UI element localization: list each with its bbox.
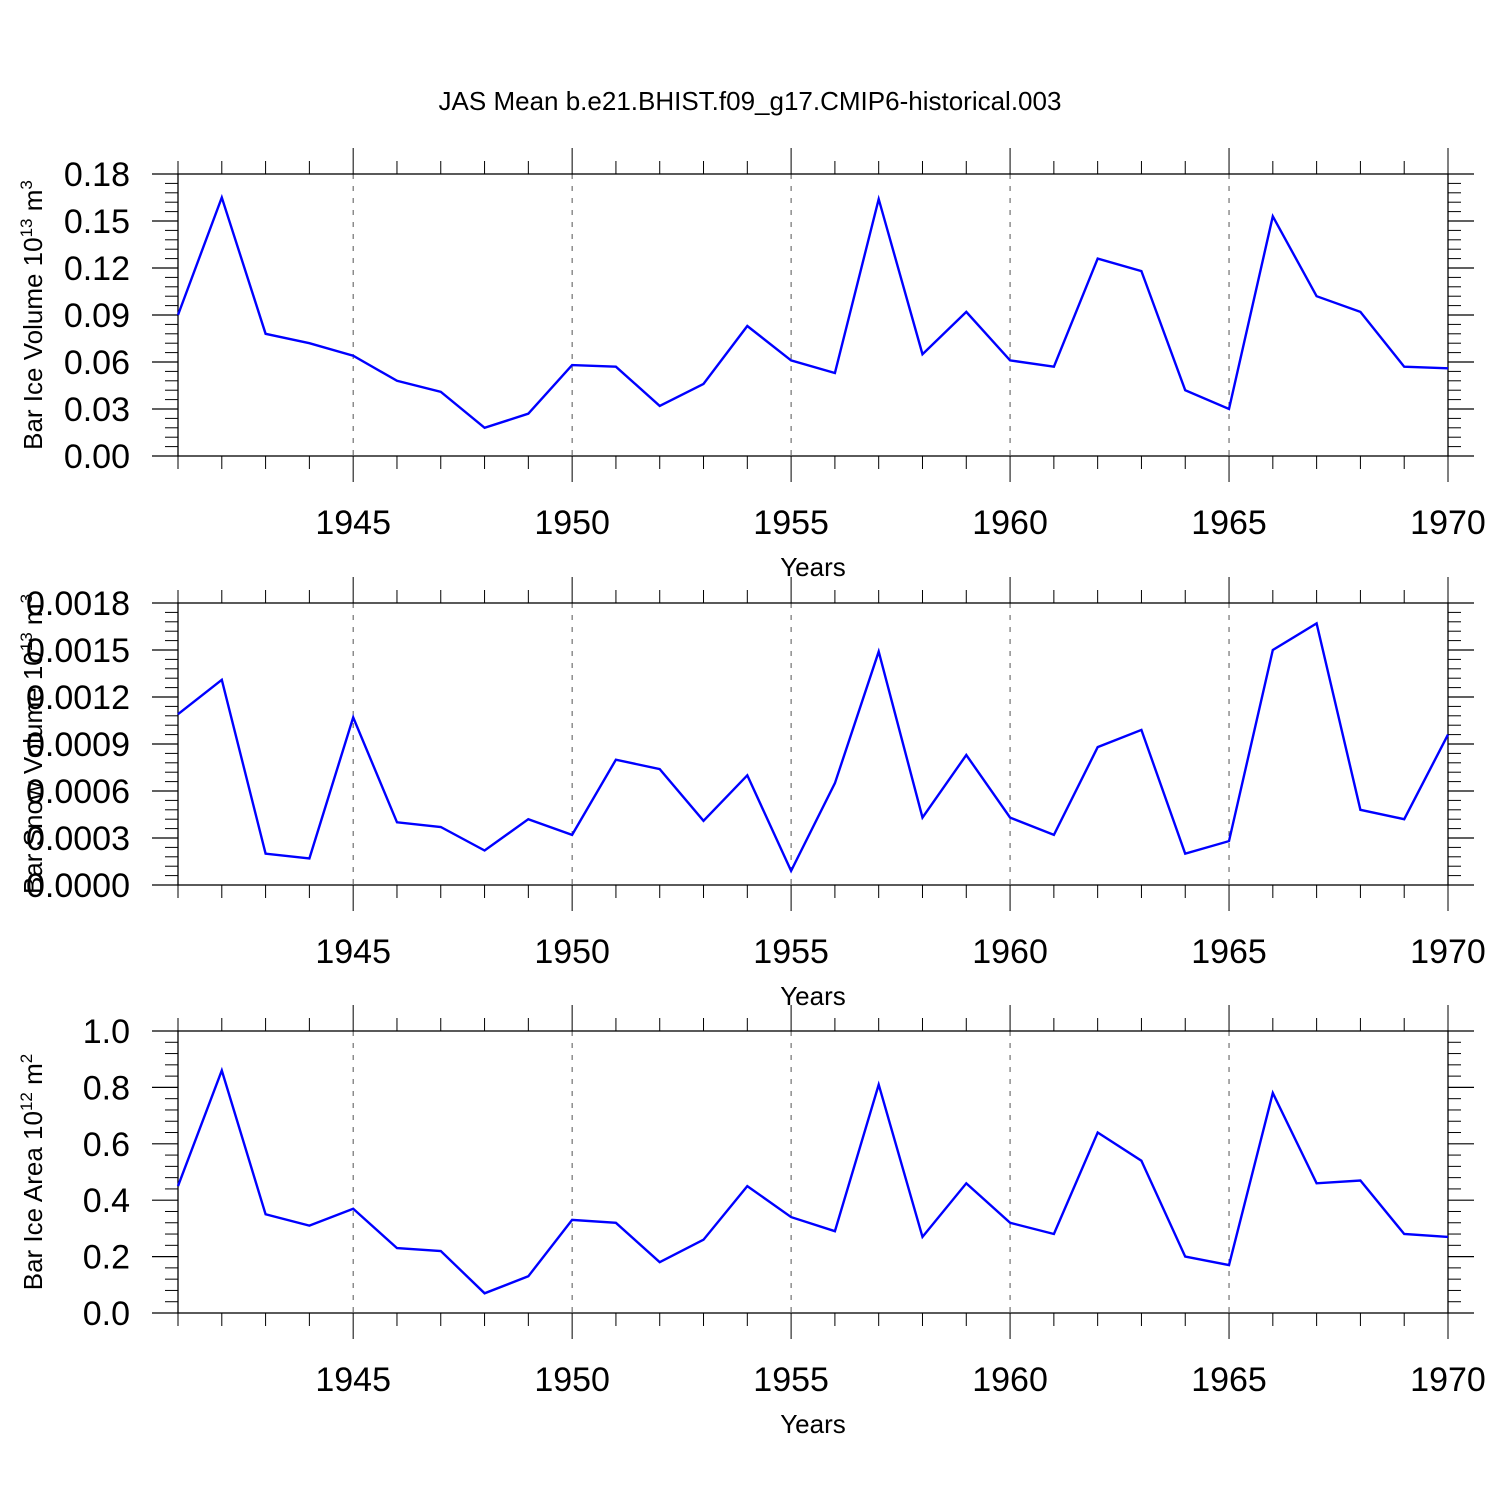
x-axis-title: Years [780, 981, 846, 1011]
y-tick-label: 0.0003 [26, 820, 130, 858]
plot-frame [177, 602, 1449, 886]
y-tick-label: 0.09 [64, 297, 130, 335]
chart-panel-3: 0.0 0.2 0.4 0.6 0.8 1.0 1945 1950 1955 1960 1965 19… [17, 1005, 1486, 1439]
x-tick-label: 1965 [1191, 1361, 1267, 1399]
y-tick-label: 0.0 [83, 1295, 130, 1333]
chart-panel-1: 0.00 0.03 0.06 0.09 0.12 0.15 0.18 1945 1950 1955… [17, 148, 1486, 582]
y-tick-label: 0.18 [64, 156, 130, 194]
x-tick-label: 1950 [534, 1361, 610, 1399]
x-tick-label: 1955 [753, 1361, 829, 1399]
y-tick-label: 0.0000 [26, 867, 130, 905]
series-line [176, 1066, 1449, 1295]
series-line [176, 193, 1449, 430]
x-axis-title: Years [780, 1409, 846, 1439]
x-tick-label: 1970 [1410, 933, 1486, 971]
chart-title: JAS Mean b.e21.BHIST.f09_g17.CMIP6-histo… [439, 86, 1062, 116]
x-tick-label: 1960 [972, 933, 1048, 971]
y-tick-label: 0.6 [83, 1126, 130, 1164]
y-tick-label: 0.0015 [26, 632, 130, 670]
x-tick-label: 1950 [534, 504, 610, 542]
y-tick-label: 0.0018 [26, 585, 130, 623]
x-tick-label: 1955 [753, 933, 829, 971]
y-tick-label: 0.12 [64, 250, 130, 288]
y-tick-label: 0.4 [83, 1182, 130, 1220]
y-tick-label: 0.03 [64, 391, 130, 429]
x-tick-label: 1970 [1410, 504, 1486, 542]
y-tick-label: 0.06 [64, 344, 130, 382]
y-tick-label: 0.2 [83, 1239, 130, 1277]
x-tick-label: 1960 [972, 504, 1048, 542]
y-tick-label: 0.00 [64, 438, 130, 476]
y-tick-label: 0.8 [83, 1069, 130, 1107]
y-axis-title: Bar Ice Area 1012 m2 [17, 1054, 48, 1291]
y-tick-label: 0.0012 [26, 679, 130, 717]
y-tick-label: 0.0006 [26, 773, 130, 811]
x-tick-label: 1970 [1410, 1361, 1486, 1399]
x-tick-label: 1955 [753, 504, 829, 542]
x-tick-label: 1965 [1191, 933, 1267, 971]
x-axis-title: Years [780, 552, 846, 582]
plot-frame [177, 1030, 1449, 1314]
x-tick-label: 1945 [315, 504, 391, 542]
chart-panel-2: 0.0000 0.0003 0.0006 0.0009 0.0012 0.0015 0.00… [17, 577, 1486, 1011]
y-axis-title: Bar Ice Volume 1013 m3 [17, 180, 48, 450]
x-tick-label: 1965 [1191, 504, 1267, 542]
x-tick-label: 1950 [534, 933, 610, 971]
y-tick-label: 1.0 [83, 1013, 130, 1051]
x-tick-label: 1945 [315, 1361, 391, 1399]
y-tick-label: 0.0009 [26, 726, 130, 764]
x-tick-label: 1960 [972, 1361, 1048, 1399]
x-tick-label: 1945 [315, 933, 391, 971]
y-axis-title: Bar Snow Volume 1013 m3 [17, 594, 48, 894]
y-tick-label: 0.15 [64, 203, 130, 241]
series-line [177, 621, 1450, 874]
